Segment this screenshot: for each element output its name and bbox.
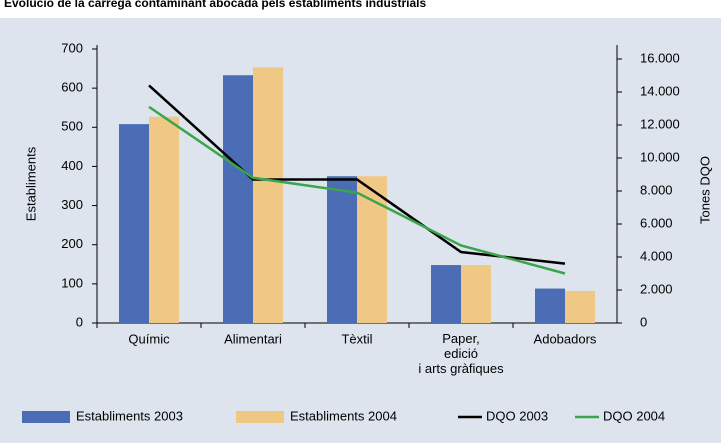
y-tick-label: 100 bbox=[61, 275, 83, 290]
y2-tick-label: 4.000 bbox=[640, 248, 673, 263]
x-tick-label: Paper, edició i arts gràfiques bbox=[418, 331, 504, 376]
x-tick-label: Adobadors bbox=[534, 331, 597, 346]
legend-label: DQO 2003 bbox=[486, 408, 548, 423]
y-tick-label: 700 bbox=[61, 40, 83, 55]
legend-label: Establiments 2004 bbox=[290, 408, 397, 423]
bar bbox=[253, 67, 283, 323]
bar bbox=[565, 290, 595, 323]
y-tick-label: 400 bbox=[61, 158, 83, 173]
y2-tick-label: 6.000 bbox=[640, 215, 673, 230]
bar bbox=[119, 124, 149, 323]
y2-tick-label: 10.000 bbox=[640, 149, 680, 164]
y2-axis-label: Tones DQO bbox=[697, 156, 712, 224]
y-tick-label: 200 bbox=[61, 236, 83, 251]
x-tick-label: Tèxtil bbox=[341, 331, 372, 346]
line bbox=[148, 105, 566, 275]
legend-label: Establiments 2003 bbox=[76, 408, 183, 423]
bar bbox=[149, 116, 179, 324]
y2-tick-label: 0 bbox=[640, 314, 647, 329]
y-tick-label: 0 bbox=[76, 314, 83, 329]
y-tick-label: 600 bbox=[61, 80, 83, 95]
x-tick-label: Alimentari bbox=[224, 331, 282, 346]
bar bbox=[327, 176, 357, 323]
bar bbox=[461, 265, 491, 323]
y2-tick-label: 12.000 bbox=[640, 116, 680, 131]
bar bbox=[431, 265, 461, 323]
legend-label: DQO 2004 bbox=[603, 408, 665, 423]
bar bbox=[223, 75, 253, 324]
y2-tick-label: 14.000 bbox=[640, 83, 680, 98]
y-tick-label: 300 bbox=[61, 197, 83, 212]
x-tick-label: Químic bbox=[128, 331, 170, 346]
y2-tick-label: 8.000 bbox=[640, 182, 673, 197]
legend-swatch bbox=[236, 411, 284, 423]
y2-tick-label: 16.000 bbox=[640, 50, 680, 65]
legend-swatch bbox=[22, 411, 70, 423]
bar bbox=[535, 288, 565, 323]
y-tick-label: 500 bbox=[61, 119, 83, 134]
chart-title: Evolució de la càrrega contaminant aboca… bbox=[4, 0, 426, 10]
y-axis-label: Establiments bbox=[23, 146, 38, 221]
y2-tick-label: 2.000 bbox=[640, 281, 673, 296]
